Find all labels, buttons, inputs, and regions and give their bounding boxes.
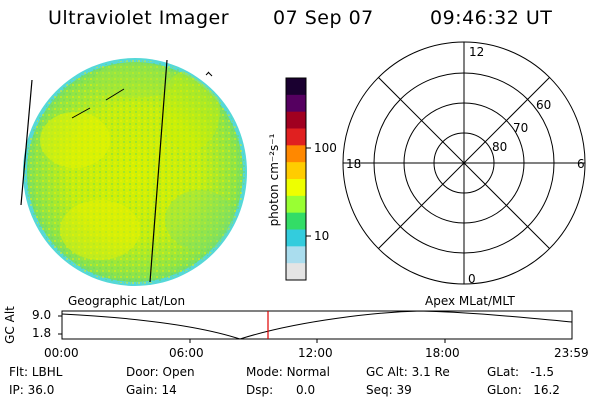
polar-grid [342,41,586,285]
info-gc-alt: GC Alt: 3.1 Re [366,365,450,379]
timeline-y-axis-label: GC Alt [3,306,17,344]
colorbar-segment [286,229,306,247]
colorbar-segment [286,246,306,264]
colorbar-segment [286,162,306,180]
colorbar-tick-100: 100 [314,141,337,155]
info-seq: Seq: 39 [366,383,412,397]
info-gain: Gain: 14 [126,383,177,397]
timeline-right-caption: Apex MLat/MLT [425,294,515,308]
instrument-title: Ultraviolet Imager [48,7,230,29]
mlt-label-12: 12 [469,45,485,59]
colorbar-segment [286,212,306,230]
uv-earth-image [20,58,247,286]
lat-label-70: 70 [513,121,529,135]
info-flt: Flt: LBHL [9,365,63,379]
altitude-curve [61,310,573,340]
date-label: 07 Sep 07 [273,7,374,29]
mlt-label-0: 0 [468,272,476,286]
info-door: Door: Open [126,365,195,379]
colorbar-segment [286,111,306,129]
info-ip: IP: 36.0 [9,383,55,397]
timeline-left-caption: Geographic Lat/Lon [68,294,186,308]
mlt-label-18: 18 [346,157,362,171]
info-glat: GLat: -1.5 [487,365,554,379]
info-dsp: Dsp: 0.0 [246,383,316,397]
info-glon: GLon: 16.2 [487,383,560,397]
time-label: 09:46:32 UT [430,7,553,29]
colorbar-segment [286,78,306,96]
colorbar-segment [286,145,306,163]
y-tick-1-8: 1.8 [32,326,52,340]
info-mode: Mode: Normal [246,365,330,379]
colorbar-segment [286,263,306,281]
y-tick-9: 9.0 [32,308,52,322]
altitude-timeline [58,310,573,343]
lat-label-60: 60 [536,98,552,112]
x-tick-1200: 12:00 [298,346,333,360]
colorbar-segment [286,179,306,197]
mlt-label-6: 6 [577,157,585,171]
x-tick-0600: 06:00 [169,346,204,360]
colorbar [285,77,311,281]
colorbar-unit-label: photon cm⁻²s⁻¹ [267,133,281,227]
x-tick-1800: 18:00 [425,346,460,360]
x-tick-0000: 00:00 [44,346,79,360]
colorbar-segment [286,94,306,113]
colorbar-segment [286,195,306,214]
colorbar-tick-10: 10 [314,229,330,243]
x-tick-2359: 23:59 [554,346,589,360]
colorbar-segment [286,128,306,146]
lat-label-80: 80 [492,140,508,154]
